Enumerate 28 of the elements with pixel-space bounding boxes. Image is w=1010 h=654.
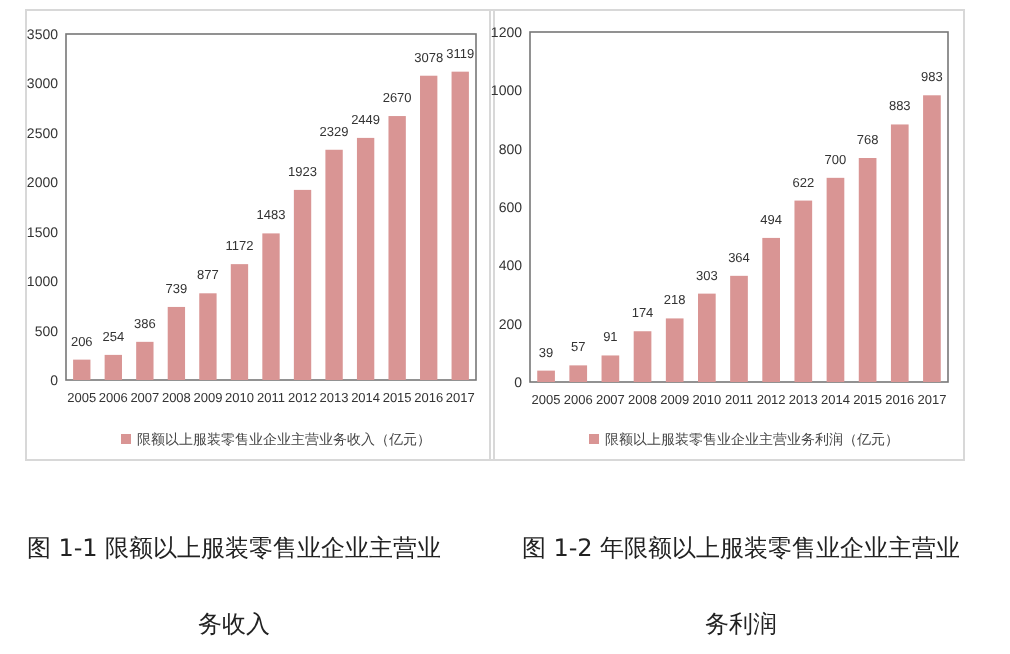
bar bbox=[104, 354, 122, 380]
bar bbox=[890, 124, 909, 382]
bar bbox=[730, 275, 748, 382]
bar bbox=[325, 149, 343, 380]
bar bbox=[601, 355, 620, 382]
bar bbox=[537, 370, 555, 382]
bar bbox=[923, 95, 941, 382]
bar bbox=[569, 365, 588, 382]
bar bbox=[762, 237, 780, 382]
bar bbox=[199, 293, 217, 380]
bar bbox=[698, 293, 716, 382]
bar bbox=[451, 71, 469, 380]
bar bbox=[167, 306, 186, 380]
bar bbox=[293, 189, 312, 380]
chart-title: 图 1-1 限额以上服装零售业企业主营业务收入 bbox=[26, 534, 442, 638]
chart-title: 图 1-2 年限额以上服装零售业企业主营业务利润 bbox=[521, 534, 961, 638]
bar bbox=[262, 233, 280, 380]
bar bbox=[633, 331, 652, 382]
bar bbox=[794, 200, 813, 382]
bar bbox=[388, 116, 406, 380]
bar bbox=[136, 341, 154, 380]
bar bbox=[858, 158, 877, 382]
bar bbox=[73, 359, 91, 380]
bar bbox=[665, 318, 684, 382]
bar bbox=[826, 177, 845, 382]
bar bbox=[356, 137, 375, 380]
bar bbox=[420, 75, 438, 380]
bar bbox=[230, 264, 249, 380]
